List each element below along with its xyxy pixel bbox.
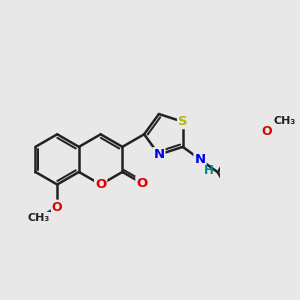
Text: S: S [178,115,188,128]
Text: H: H [204,164,213,177]
Text: CH₃: CH₃ [273,116,296,126]
Text: O: O [52,201,62,214]
Text: O: O [261,125,272,138]
Text: O: O [136,177,148,190]
Text: N: N [153,148,164,161]
Text: O: O [95,178,106,191]
Text: CH₃: CH₃ [28,213,50,223]
Text: N: N [194,153,206,166]
